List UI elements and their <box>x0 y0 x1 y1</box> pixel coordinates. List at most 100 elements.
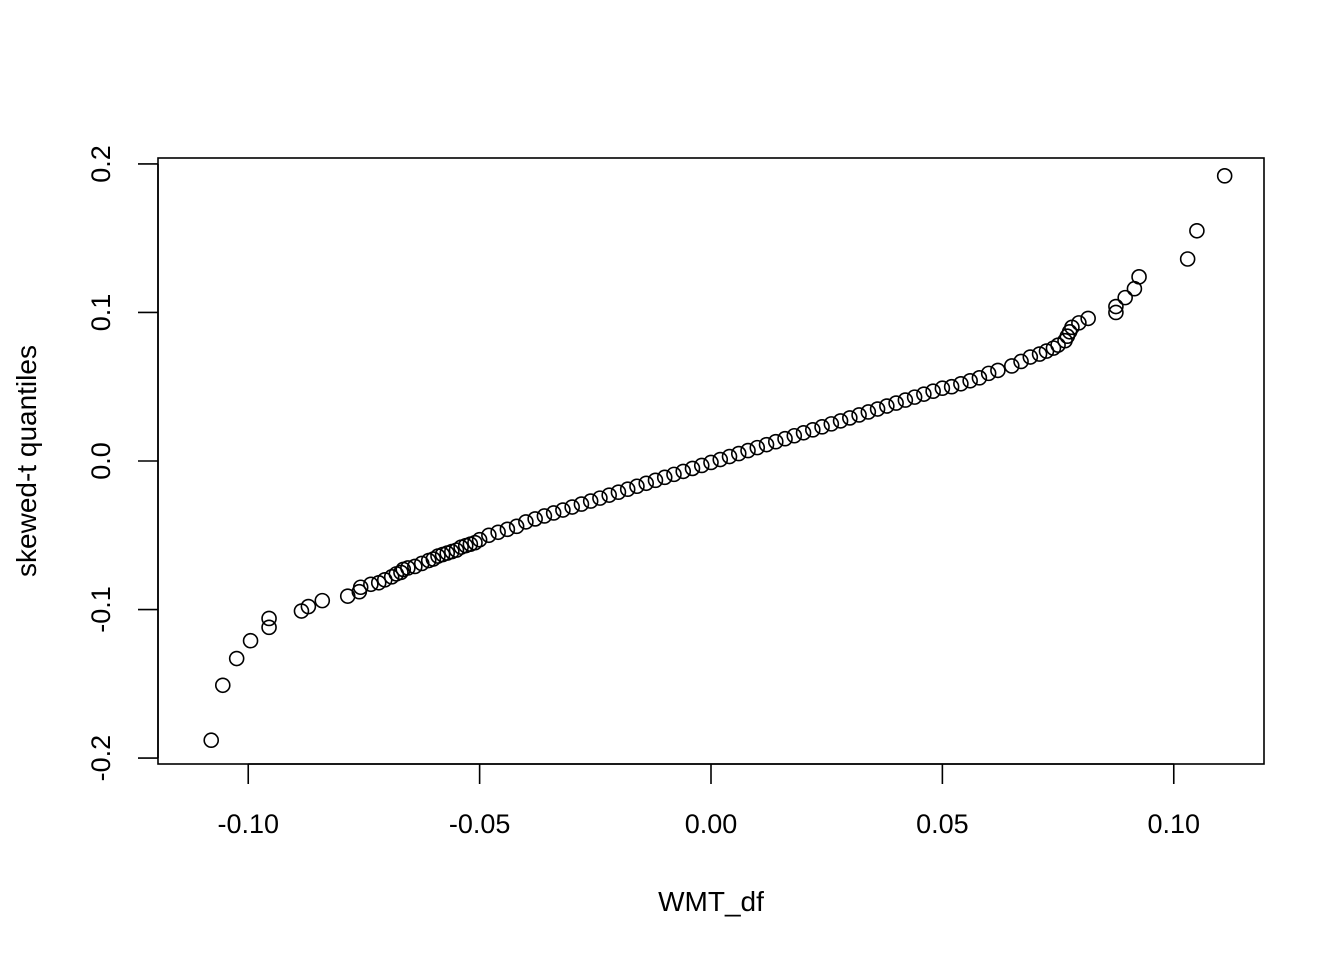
x-tick-label: -0.10 <box>217 809 279 839</box>
data-point <box>647 472 664 489</box>
x-tick-label: 0.10 <box>1147 809 1200 839</box>
data-point <box>749 439 766 456</box>
data-point <box>1031 346 1048 362</box>
data-point <box>1108 298 1124 315</box>
data-point <box>300 598 317 615</box>
data-point <box>990 362 1006 379</box>
data-point <box>400 560 416 576</box>
data-point <box>564 499 580 515</box>
data-point <box>721 448 738 465</box>
data-point <box>851 407 867 423</box>
data-point <box>228 650 245 667</box>
data-point <box>352 579 369 596</box>
data-point <box>1108 304 1124 321</box>
data-point <box>943 378 960 395</box>
y-tick-label: -0.1 <box>86 586 116 633</box>
data-point <box>1003 358 1020 374</box>
data-point <box>730 445 747 462</box>
data-points <box>203 168 1233 749</box>
data-point <box>471 531 488 548</box>
data-point <box>666 466 682 483</box>
data-point <box>879 398 895 414</box>
data-point <box>261 610 277 627</box>
data-point <box>693 457 710 474</box>
x-tick-label: 0.00 <box>685 809 738 839</box>
data-point <box>582 493 599 509</box>
data-point <box>383 569 400 585</box>
y-tick-label: 0.0 <box>86 442 116 480</box>
data-point <box>536 508 553 524</box>
y-axis-title: skewed-t quantiles <box>11 345 42 577</box>
data-point <box>601 487 617 503</box>
data-point <box>610 484 627 500</box>
data-point <box>407 558 423 575</box>
data-point <box>656 469 673 486</box>
y-tick-label: 0.2 <box>86 145 116 183</box>
data-point <box>758 436 775 453</box>
data-point <box>712 451 729 468</box>
data-point <box>545 505 562 521</box>
data-point <box>425 551 442 567</box>
data-point <box>518 514 534 530</box>
data-point <box>363 576 379 593</box>
data-point <box>897 392 914 408</box>
data-point <box>1131 269 1147 285</box>
data-point <box>448 542 465 558</box>
data-point <box>467 534 483 551</box>
data-point <box>261 619 277 636</box>
data-point <box>1071 315 1087 331</box>
data-point <box>629 478 645 495</box>
data-point <box>740 442 756 459</box>
data-point <box>555 502 571 518</box>
data-point <box>481 527 497 544</box>
data-point <box>953 375 969 392</box>
y-axis: -0.2 -0.1 0.0 0.1 0.2 <box>86 145 159 782</box>
data-point <box>314 592 331 609</box>
y-tick-label: -0.2 <box>86 735 116 782</box>
data-point <box>619 481 636 498</box>
data-point <box>934 380 951 397</box>
data-point <box>573 496 590 512</box>
data-point <box>980 365 997 382</box>
data-point <box>805 422 821 438</box>
x-tick-label: -0.05 <box>449 809 511 839</box>
data-point <box>684 460 701 477</box>
data-point <box>777 430 793 447</box>
x-axis: -0.10 -0.05 0.00 0.05 0.10 <box>217 763 1200 839</box>
data-point <box>508 518 525 535</box>
data-point <box>906 389 923 405</box>
data-point <box>527 511 543 527</box>
data-point <box>842 410 858 426</box>
data-point <box>860 404 877 420</box>
data-point <box>823 416 840 432</box>
data-point <box>971 370 988 386</box>
data-point <box>1045 340 1062 356</box>
data-point <box>962 372 978 389</box>
data-point <box>925 383 941 399</box>
data-point <box>703 454 719 471</box>
data-point <box>814 419 830 435</box>
data-point <box>888 395 904 411</box>
data-point <box>675 463 692 480</box>
data-point <box>1179 251 1196 267</box>
data-point <box>1080 310 1096 327</box>
data-point <box>638 475 655 492</box>
data-point <box>1022 349 1039 365</box>
data-point <box>795 424 812 441</box>
data-point <box>203 732 220 749</box>
data-point <box>499 521 516 538</box>
data-point <box>832 413 849 429</box>
y-tick-label: 0.1 <box>86 294 116 332</box>
data-point <box>1013 353 1029 370</box>
data-point <box>592 490 608 506</box>
x-axis-title: WMT_df <box>658 886 764 917</box>
plot-frame <box>157 157 1265 765</box>
data-point <box>1117 289 1133 306</box>
data-point <box>1216 168 1233 184</box>
data-point <box>242 632 259 649</box>
data-point <box>214 677 231 694</box>
data-point <box>786 427 803 444</box>
data-point <box>916 386 932 402</box>
data-point <box>767 433 784 450</box>
